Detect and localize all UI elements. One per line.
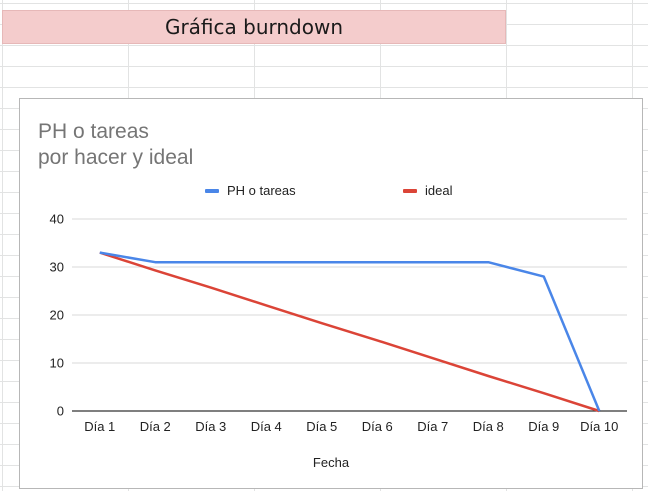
sheet-title: Gráfica burndown — [164, 15, 344, 39]
chart-plot-area: 0 10 20 30 40 Día 1 Día 2 Día 3 Día 4 Día 5 Día 6 D… — [50, 212, 627, 434]
legend-label-ideal: ideal — [425, 183, 453, 198]
x-tick-label: Día 1 — [84, 419, 115, 434]
x-tick-label: Día 5 — [306, 419, 337, 434]
x-tick-label: Día 2 — [140, 419, 171, 434]
x-axis-title: Fecha — [312, 455, 350, 470]
x-tick-label: Día 10 — [580, 419, 618, 434]
series-line-ideal — [99, 251, 600, 413]
y-tick-label: 20 — [50, 308, 64, 323]
x-tick-label: Día 4 — [251, 419, 282, 434]
burndown-chart[interactable]: PH o tareas por hacer y ideal PH o tarea… — [19, 98, 643, 489]
legend-swatch-ph — [205, 188, 219, 193]
chart-title: PH o tareas por hacer y ideal — [38, 120, 194, 169]
x-tick-label: Día 9 — [528, 419, 559, 434]
x-tick-label: Día 7 — [417, 419, 448, 434]
legend-label-ph: PH o tareas — [227, 183, 296, 198]
y-tick-label: 10 — [50, 356, 64, 371]
x-tick-label: Día 8 — [473, 419, 504, 434]
legend-item-ph: PH o tareas — [205, 183, 296, 198]
legend-swatch-ideal — [403, 188, 417, 193]
x-tick-label: Día 6 — [362, 419, 393, 434]
y-tick-label: 40 — [50, 212, 64, 227]
series-line-ph-o-tareas — [99, 251, 601, 412]
sheet-title-cell[interactable]: Gráfica burndown — [2, 10, 506, 44]
legend-item-ideal: ideal — [403, 183, 452, 198]
y-tick-label: 0 — [57, 404, 64, 419]
x-tick-label: Día 3 — [195, 419, 226, 434]
y-tick-label: 30 — [50, 260, 64, 275]
